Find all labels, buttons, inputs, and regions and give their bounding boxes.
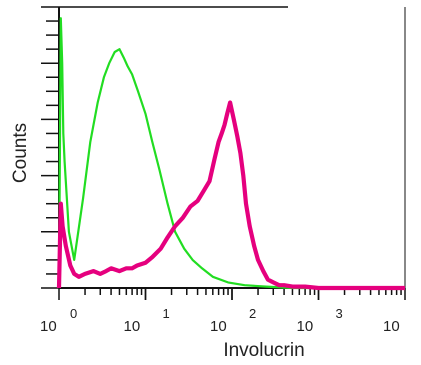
- y-axis-ticks: [41, 6, 59, 289]
- x-tick-label-exponent: 2: [249, 306, 256, 321]
- x-tick-label-exponent: 3: [336, 306, 343, 321]
- x-tick-label-base: 10: [383, 318, 400, 335]
- x-tick-labels: 100101102103104: [40, 306, 400, 335]
- x-tick-label-exponent: 0: [70, 306, 77, 321]
- y-axis-title: Counts: [10, 123, 31, 183]
- plot-frame: [58, 6, 406, 289]
- series-line-1: [57, 17, 405, 290]
- x-tick-label-base: 10: [210, 318, 227, 335]
- x-tick-label-base: 10: [40, 318, 57, 335]
- x-axis-title: Involucrin: [223, 340, 304, 361]
- x-tick-label-base: 10: [124, 318, 141, 335]
- x-tick-label-exponent: 1: [163, 306, 170, 321]
- series-line-2: [56, 100, 405, 291]
- series-lines: [56, 17, 405, 291]
- x-tick-label-base: 10: [297, 318, 314, 335]
